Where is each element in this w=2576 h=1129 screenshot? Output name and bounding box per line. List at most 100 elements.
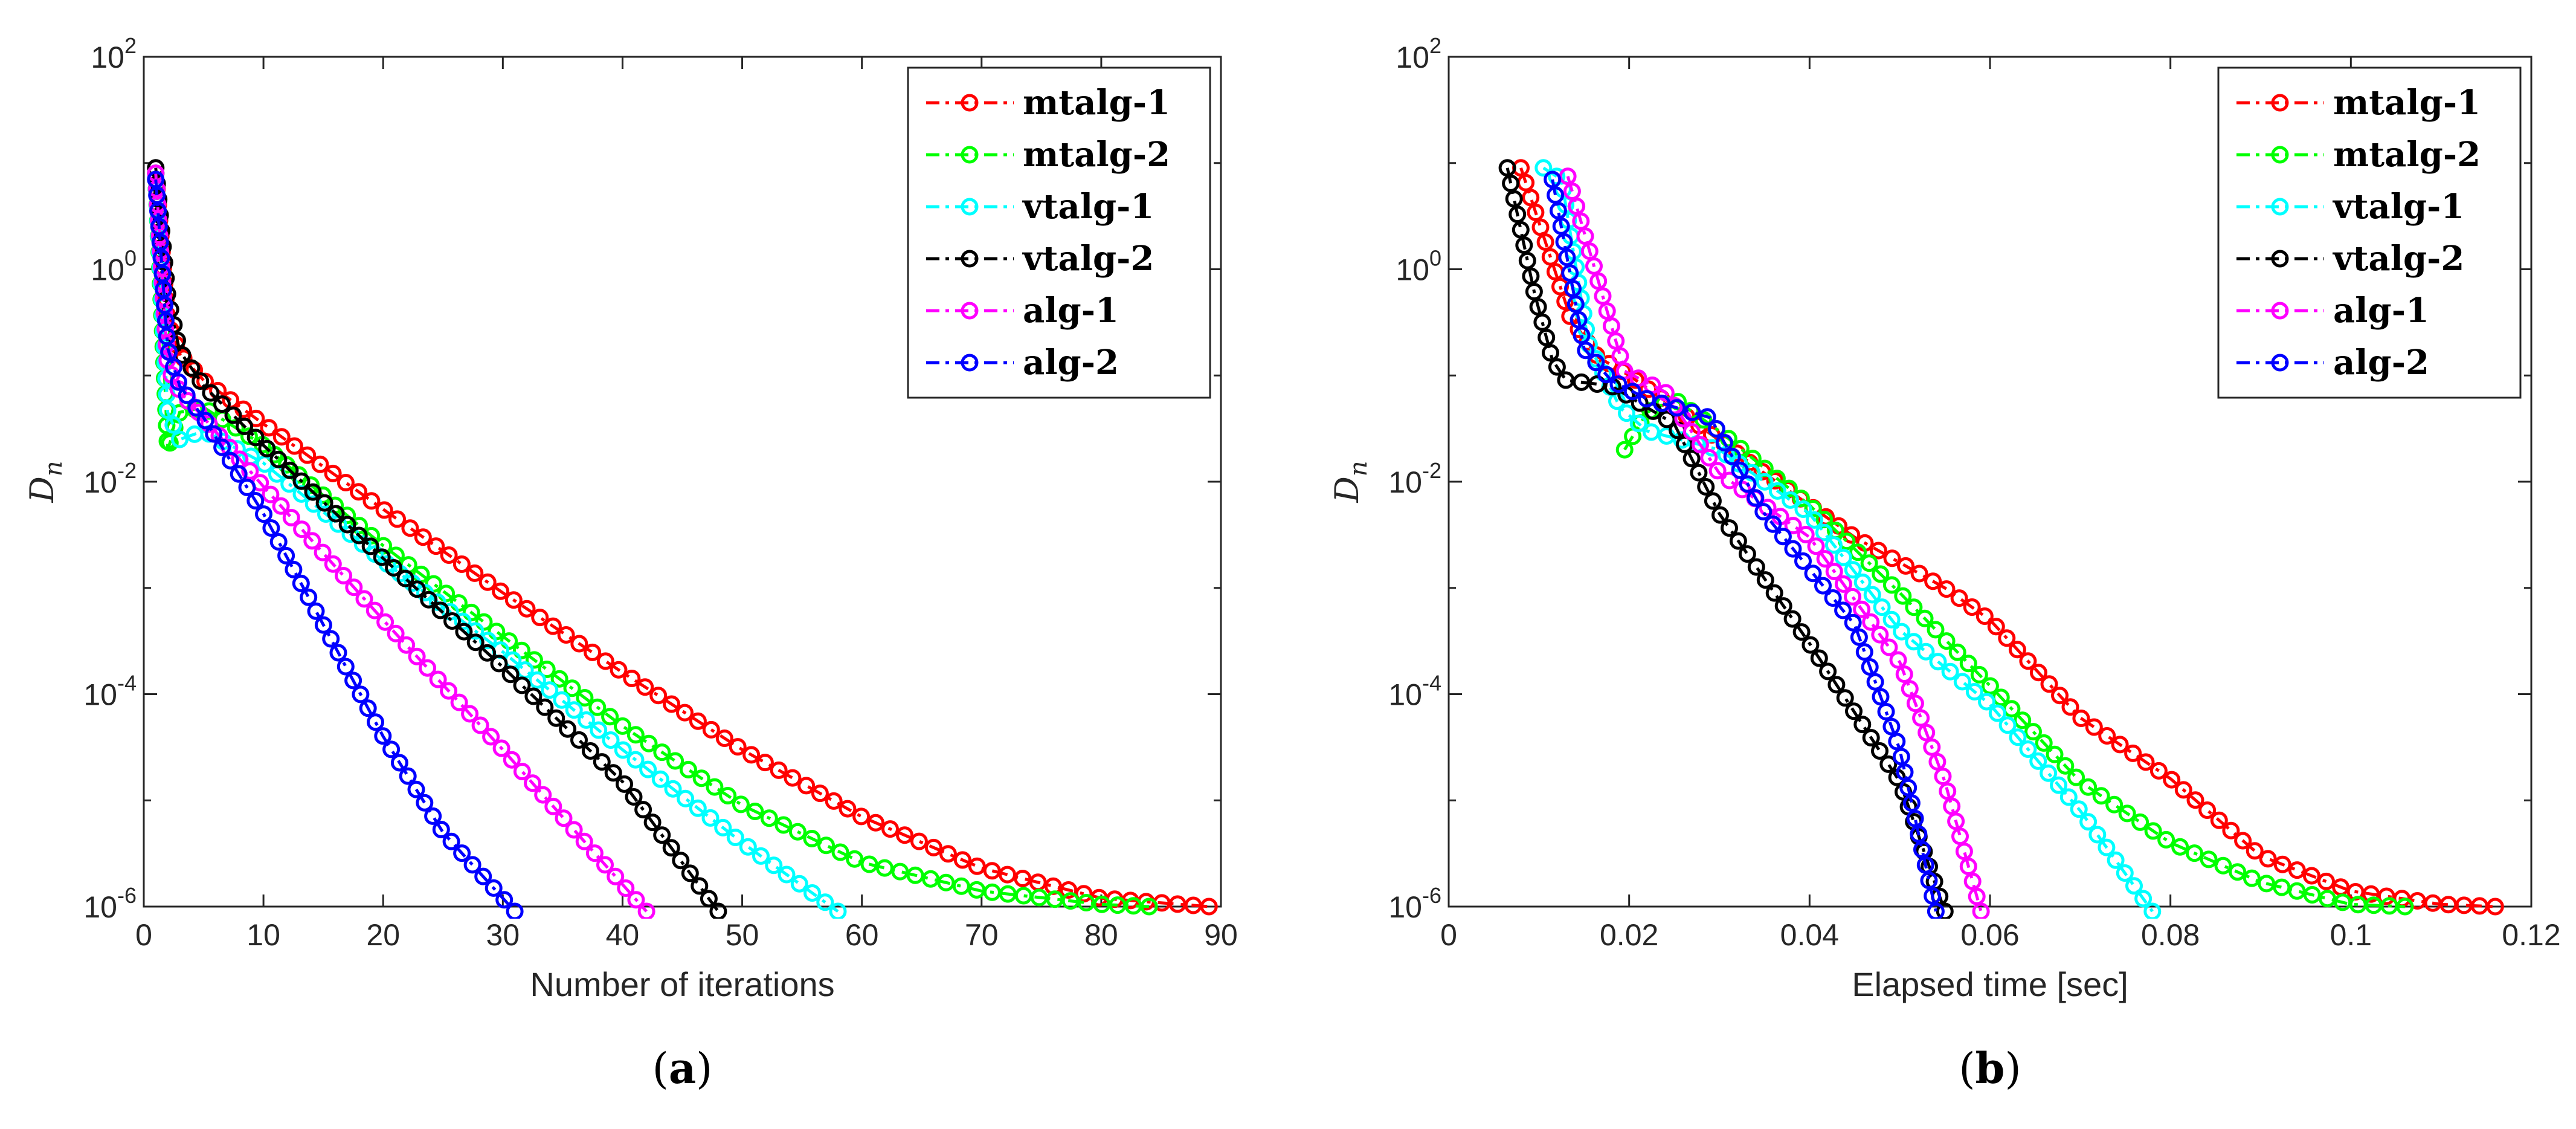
data-point-mtalg-2 (2046, 745, 2064, 763)
data-point-mtalg-1 (2174, 781, 2192, 799)
legend-label: alg-1 (2333, 291, 2429, 331)
data-point-vtalg-2 (570, 731, 588, 749)
legend-item-mtalg-1: mtalg-1 (2236, 83, 2481, 123)
data-point-vtalg-2 (1548, 358, 1566, 376)
data-point-alg-1 (461, 705, 479, 723)
y-axis-label: Dn (23, 461, 68, 503)
legend-label: vtalg-1 (2332, 187, 2464, 227)
data-point-vtalg-2 (1810, 649, 1828, 667)
data-point-alg-1 (1939, 782, 1957, 800)
data-point-alg-1 (262, 485, 280, 503)
data-point-vtalg-2 (672, 852, 690, 870)
data-point-vtalg-1 (1618, 404, 1635, 422)
data-point-mtalg-2 (788, 823, 807, 841)
data-point-alg-2 (390, 754, 408, 772)
data-point-vtalg-1 (1629, 415, 1647, 433)
series-line-vtalg-1 (1542, 166, 2154, 913)
x-tick-label: 0.02 (1600, 918, 1658, 952)
data-point-alg-1 (429, 670, 447, 688)
data-point-vtalg-1 (590, 721, 608, 739)
data-point-mtalg-2 (2024, 723, 2042, 741)
legend-item-mtalg-2: mtalg-2 (2236, 135, 2481, 175)
data-point-vtalg-1 (2009, 728, 2027, 746)
legend-label: alg-2 (2333, 343, 2429, 383)
data-point-vtalg-1 (1805, 511, 1823, 529)
data-point-mtalg-1 (825, 792, 843, 810)
data-point-vtalg-1 (170, 430, 188, 448)
data-point-vtalg-2 (581, 742, 599, 760)
data-point-alg-1 (398, 636, 416, 654)
data-point-alg-2 (1754, 503, 1773, 521)
data-point-alg-1 (303, 532, 321, 550)
data-point-alg-2 (262, 519, 280, 537)
data-point-alg-2 (1861, 658, 1879, 676)
data-point-alg-2 (1899, 778, 1918, 797)
data-point-vtalg-2 (1729, 532, 1747, 550)
data-point-alg-1 (387, 624, 405, 642)
data-point-mtalg-2 (746, 803, 764, 820)
data-point-vtalg-2 (213, 395, 231, 413)
data-point-alg-1 (1721, 471, 1739, 490)
data-point-mtalg-2 (513, 641, 530, 659)
data-point-alg-1 (596, 856, 614, 874)
data-point-alg-2 (1910, 825, 1928, 843)
data-point-vtalg-2 (315, 494, 333, 512)
data-point-mtalg-1 (388, 510, 406, 528)
data-point-vtalg-2 (1498, 159, 1516, 177)
data-point-alg-1 (1871, 626, 1889, 644)
x-tick-label: 0.06 (1960, 918, 2019, 952)
data-point-mtalg-1 (797, 777, 816, 795)
data-point-alg-2 (1892, 748, 1910, 766)
data-point-mtalg-2 (952, 877, 970, 895)
data-point-alg-1 (293, 520, 311, 539)
data-point-alg-1 (1928, 752, 1946, 771)
data-point-alg-2 (1844, 613, 1862, 632)
data-point-vtalg-1 (317, 505, 335, 523)
data-point-mtalg-1 (784, 769, 802, 787)
data-point-mtalg-1 (1014, 870, 1032, 887)
x-tick-label: 90 (1204, 918, 1238, 952)
legend-label: mtalg-2 (1023, 135, 1170, 175)
data-point-alg-1 (627, 891, 645, 909)
data-point-mtalg-1 (2019, 652, 2037, 670)
data-point-vtalg-1 (1815, 523, 1833, 542)
data-point-alg-1 (272, 497, 290, 515)
data-point-mtalg-2 (538, 661, 556, 678)
data-point-vtalg-1 (1844, 561, 1862, 579)
data-point-vtalg-1 (1853, 573, 1872, 591)
data-point-vtalg-2 (1765, 584, 1783, 602)
data-point-alg-2 (178, 386, 196, 404)
data-point-alg-1 (1834, 575, 1852, 593)
data-point-vtalg-2 (1690, 464, 1708, 482)
data-point-mtalg-1 (375, 501, 393, 519)
data-point-vtalg-1 (1917, 642, 1935, 661)
data-point-mtalg-2 (2396, 898, 2414, 916)
data-point-vtalg-2 (1509, 205, 1527, 224)
data-point-vtalg-2 (513, 676, 531, 694)
data-point-vtalg-2 (536, 698, 554, 716)
data-point-vtalg-1 (578, 711, 595, 729)
y-tick-label: 102 (91, 33, 137, 74)
data-point-mtalg-2 (1948, 643, 1966, 661)
data-point-alg-2 (1927, 902, 1945, 919)
legend-marker (2271, 146, 2289, 164)
data-point-alg-1 (1959, 858, 1977, 875)
data-point-mtalg-1 (2302, 867, 2320, 885)
data-point-mtalg-1 (504, 591, 523, 609)
panel-caption: (a) (652, 1043, 713, 1093)
data-point-vtalg-2 (662, 839, 680, 857)
data-point-vtalg-1 (1873, 598, 1891, 616)
data-point-alg-1 (1585, 257, 1603, 275)
data-point-alg-1 (585, 844, 604, 862)
data-point-vtalg-1 (739, 838, 757, 856)
x-tick-label: 0.08 (2141, 918, 2200, 952)
data-point-alg-1 (1602, 317, 1620, 335)
data-point-mtalg-1 (260, 419, 278, 437)
data-point-vtalg-1 (2088, 826, 2107, 844)
data-point-alg-1 (1700, 448, 1718, 467)
data-point-mtalg-1 (715, 729, 733, 747)
data-point-alg-1 (1572, 212, 1590, 230)
data-point-mtalg-1 (544, 617, 562, 635)
series-line-vtalg-2 (1505, 167, 1946, 912)
data-point-vtalg-1 (528, 671, 546, 689)
